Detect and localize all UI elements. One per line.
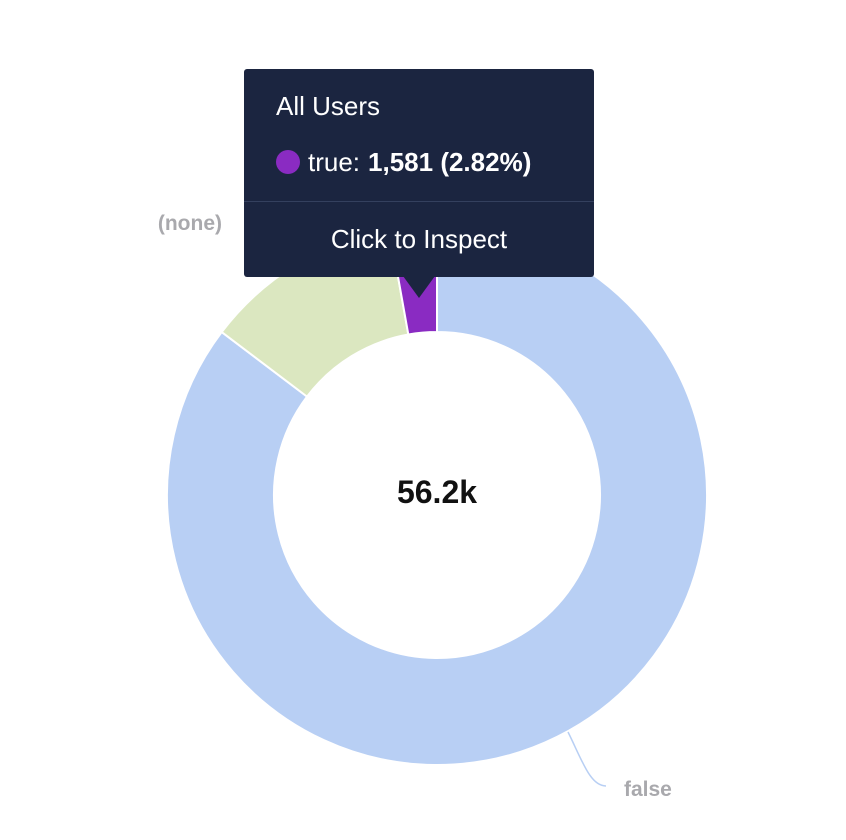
slice-false[interactable] (166, 223, 708, 766)
leader-lines (567, 731, 607, 787)
series-color-dot-icon (276, 150, 300, 174)
chart-tooltip[interactable]: All Users true: 1,581 (2.82%) Click to I… (244, 69, 594, 298)
tooltip-series-row: true: 1,581 (2.82%) (276, 147, 531, 177)
slice-label-none: (none) (158, 212, 222, 235)
slice-label-false: false (624, 778, 672, 801)
tooltip-divider (244, 201, 594, 202)
center-total-label: 56.2k (397, 474, 477, 510)
tooltip-series-value: 1,581 (2.82%) (368, 147, 532, 177)
click-to-inspect-button[interactable]: Click to Inspect (330, 224, 508, 254)
leader-line-false (567, 731, 607, 787)
tooltip-series-name: true: (308, 147, 361, 177)
tooltip-title: All Users (276, 91, 381, 121)
